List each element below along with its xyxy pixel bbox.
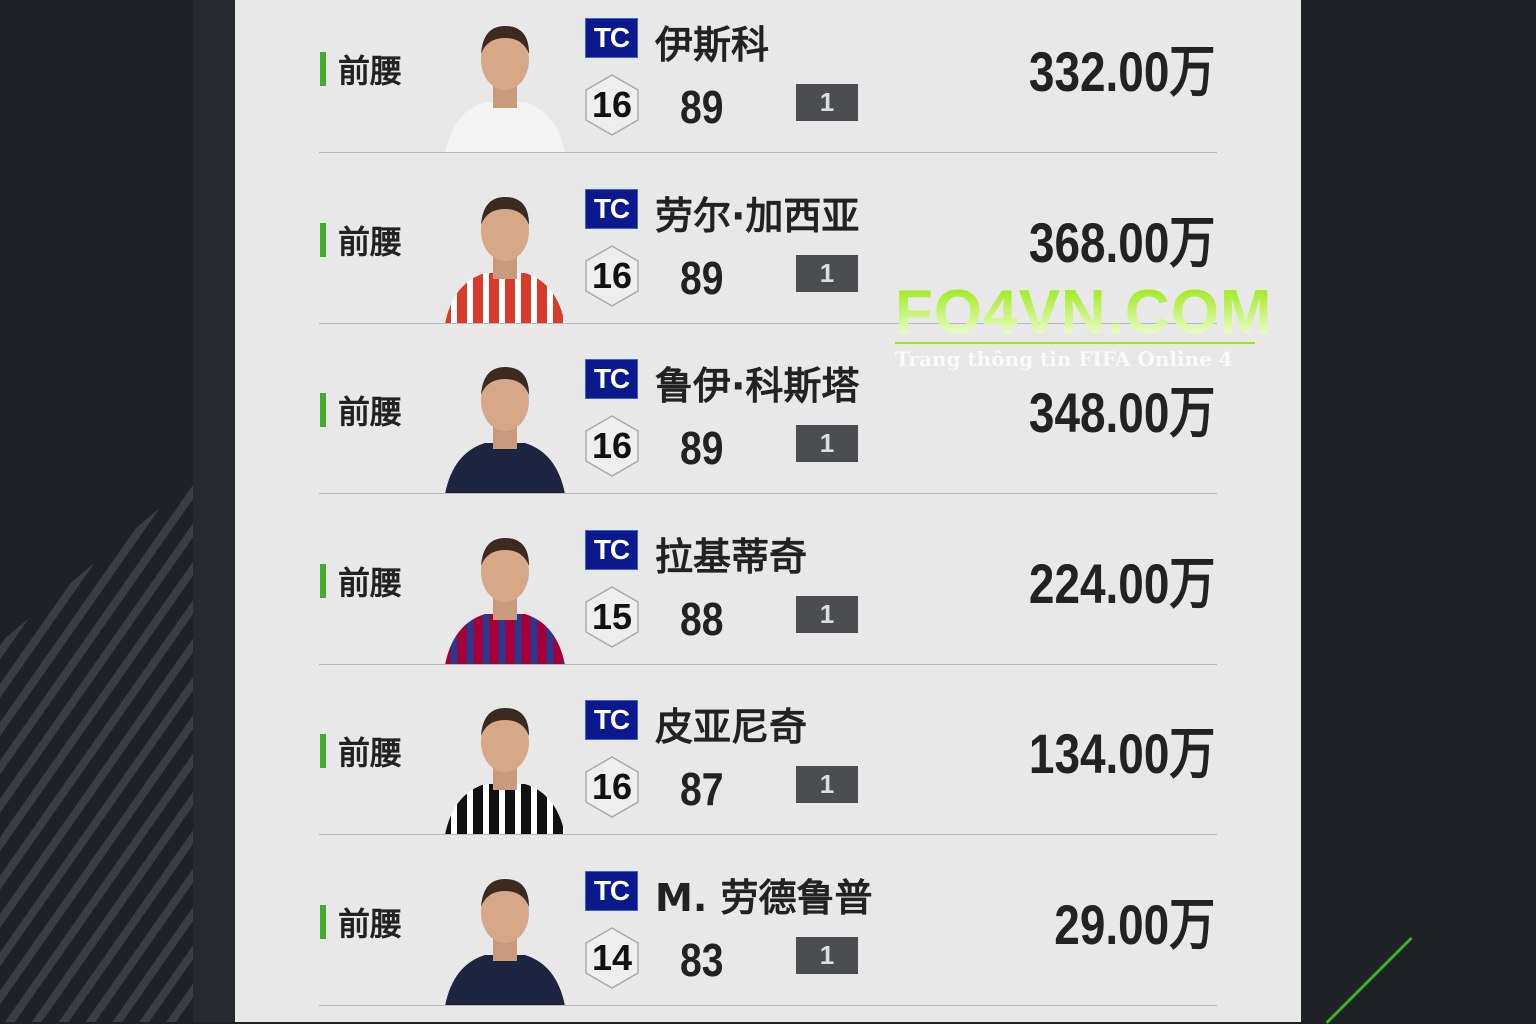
row-divider <box>319 834 1217 836</box>
position-label: 前腰 <box>320 222 402 261</box>
player-photo <box>445 367 565 495</box>
price: 348.00万 <box>1028 381 1215 445</box>
position-text: 前腰 <box>338 52 403 90</box>
grade-badge: 1 <box>796 937 858 974</box>
player-photo <box>445 708 565 836</box>
player-photo <box>445 26 565 153</box>
grade-badge: 1 <box>796 254 858 292</box>
player-row[interactable]: 前腰 TC 拉基蒂奇 15 88 1 224.00万 <box>235 494 1301 665</box>
row-divider <box>319 1005 1217 1006</box>
position-marker <box>320 905 326 939</box>
overall-rating: 87 <box>680 763 724 816</box>
row-divider <box>319 152 1217 153</box>
season-badge: TC <box>585 188 638 229</box>
overall-rating: 89 <box>680 251 724 304</box>
player-row[interactable]: 前腰 TC 皮亚尼奇 16 87 1 134.00万 <box>235 664 1301 836</box>
hexagon-icon <box>585 927 639 989</box>
position-text: 前腰 <box>338 222 403 261</box>
position-text: 前腰 <box>338 563 403 602</box>
price: 29.00万 <box>1054 893 1215 956</box>
position-text: 前腰 <box>338 905 403 943</box>
price: 332.00万 <box>1028 40 1215 103</box>
upgrade-level: 16 <box>591 254 633 296</box>
player-row[interactable]: 前腰 TC 劳尔·加西亚 16 89 1 368.00万 <box>235 153 1301 324</box>
left-sidebar <box>193 0 235 1022</box>
grade-badge: 1 <box>796 766 858 804</box>
overall-rating: 89 <box>680 422 724 475</box>
upgrade-level: 16 <box>591 425 633 467</box>
upgrade-level-badge: 16 <box>584 244 640 308</box>
player-name[interactable]: 鲁伊·科斯塔 <box>655 364 860 409</box>
season-badge: TC <box>585 529 638 570</box>
position-marker <box>320 734 326 769</box>
player-row[interactable]: 前腰 TC 伊斯科 16 89 1 332.00万 <box>235 0 1301 153</box>
upgrade-level-badge: 16 <box>584 414 640 478</box>
season-badge: TC <box>585 359 638 400</box>
player-name[interactable]: 拉基蒂奇 <box>655 534 808 579</box>
position-label: 前腰 <box>320 734 402 772</box>
player-name[interactable]: 伊斯科 <box>655 23 770 67</box>
player-photo <box>445 537 565 665</box>
player-photo <box>445 879 565 1006</box>
position-label: 前腰 <box>320 393 402 431</box>
price: 224.00万 <box>1028 551 1215 615</box>
season-badge: TC <box>585 700 638 741</box>
position-label: 前腰 <box>320 52 402 90</box>
player-name[interactable]: 劳尔·加西亚 <box>655 193 860 238</box>
player-name[interactable]: 皮亚尼奇 <box>655 705 808 750</box>
hexagon-icon <box>585 244 639 307</box>
overall-rating: 83 <box>680 934 724 986</box>
hexagon-icon <box>585 585 639 648</box>
grade-badge: 1 <box>796 84 858 121</box>
decorative-line <box>1325 936 1413 1024</box>
upgrade-level: 16 <box>591 84 633 125</box>
upgrade-level-badge: 16 <box>584 755 640 819</box>
player-list[interactable]: 前腰 TC 伊斯科 16 89 1 332.00万 前腰 TC 劳尔·加西亚 1… <box>235 0 1301 1022</box>
upgrade-level: 14 <box>591 937 633 978</box>
upgrade-level: 15 <box>591 595 633 637</box>
player-row[interactable]: 前腰 TC M. 劳德鲁普 14 83 1 29.00万 <box>235 835 1301 1006</box>
row-divider <box>319 322 1217 324</box>
season-badge: TC <box>585 871 638 911</box>
row-divider <box>319 663 1217 665</box>
row-divider <box>319 493 1217 495</box>
hexagon-icon <box>585 756 639 819</box>
position-label: 前腰 <box>320 905 402 943</box>
price: 134.00万 <box>1028 722 1215 786</box>
price: 368.00万 <box>1028 210 1215 274</box>
position-marker <box>320 52 326 86</box>
player-photo <box>445 196 565 324</box>
hexagon-icon <box>585 74 639 136</box>
upgrade-level: 16 <box>591 766 633 808</box>
position-marker <box>320 222 326 257</box>
hexagon-icon <box>585 415 639 478</box>
player-name[interactable]: M. 劳德鲁普 <box>655 876 873 920</box>
season-badge: TC <box>585 18 638 58</box>
position-text: 前腰 <box>338 734 403 773</box>
decorative-stripes <box>0 480 193 1022</box>
position-marker <box>320 563 326 598</box>
overall-rating: 89 <box>680 81 724 133</box>
upgrade-level-badge: 14 <box>584 926 640 990</box>
position-marker <box>320 393 326 428</box>
overall-rating: 88 <box>680 592 724 645</box>
position-text: 前腰 <box>338 393 403 432</box>
grade-badge: 1 <box>796 595 858 633</box>
grade-badge: 1 <box>796 425 858 463</box>
position-label: 前腰 <box>320 563 402 602</box>
player-row[interactable]: 前腰 TC 鲁伊·科斯塔 16 89 1 348.00万 <box>235 323 1301 495</box>
upgrade-level-badge: 16 <box>584 73 640 137</box>
upgrade-level-badge: 15 <box>584 585 640 649</box>
